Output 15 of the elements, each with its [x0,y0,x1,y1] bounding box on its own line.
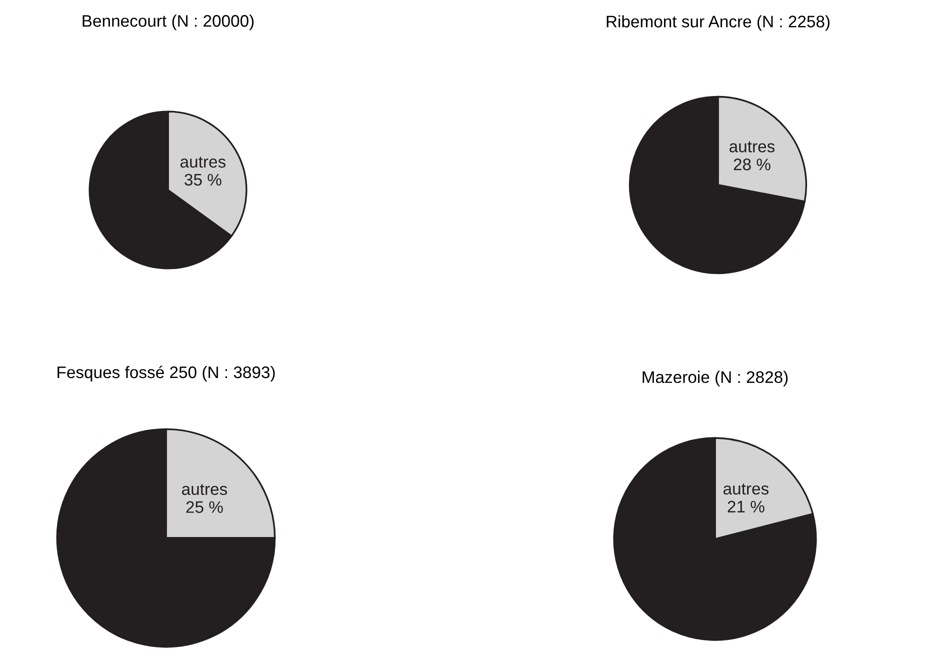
slice-label: autres [182,484,228,496]
chart-title: Fesques fossé 250 (N : 3893) [58,366,275,382]
data-label: 21 % [728,500,764,512]
chart-title: Ribemont sur Ancre (N : 2258) [606,15,830,31]
chart-title: Bennecourt (N : 20000) [82,14,254,30]
pie-slice [56,428,276,648]
chart-title: Mazeroie (N : 2828) [642,370,788,386]
slice-label: autres [723,484,769,495]
data-label: 35 % [184,174,222,186]
slice-label: autres [180,156,226,168]
slice-label: autres [730,141,775,152]
pie-slice [628,96,806,274]
pie-slice [613,437,817,641]
data-label: 28 % [734,158,770,170]
data-label: 25 % [186,501,223,513]
